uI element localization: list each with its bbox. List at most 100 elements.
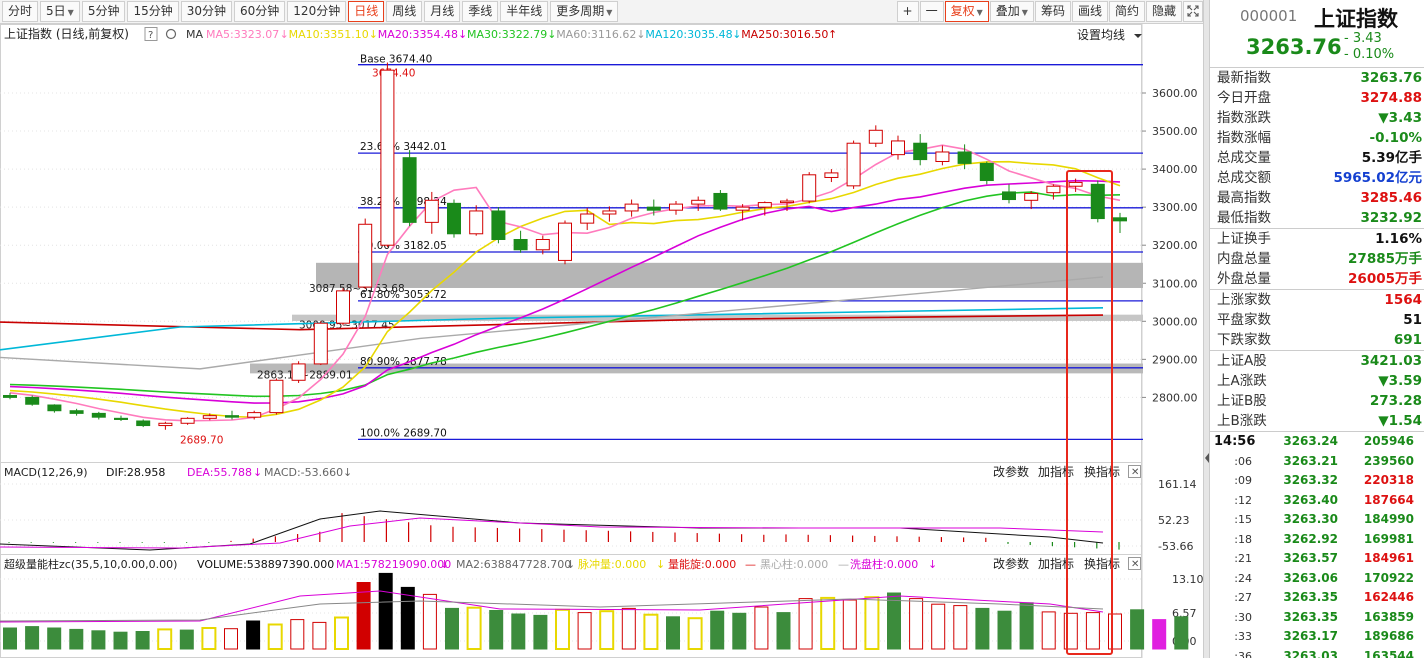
quote-label: 最高指数 bbox=[1217, 190, 1271, 206]
quote-value: -0.10% bbox=[1369, 130, 1422, 146]
main-legend: 上证指数 (日线,前复权)? MA MA5:3323.07 ↓ MA10:3351.10… bbox=[4, 26, 1142, 42]
candle-up bbox=[269, 379, 284, 414]
volume-bar bbox=[953, 605, 968, 650]
volume-bar bbox=[864, 596, 880, 651]
candle-up bbox=[780, 200, 794, 204]
macd-param-button[interactable]: 加指标 bbox=[1038, 464, 1074, 479]
simple-button[interactable]: 简约 bbox=[1108, 1, 1145, 22]
ma-arrow-icon: ↓ bbox=[547, 28, 556, 41]
quote-section: 上证A股 3421.03 上A涨跌 ▼3.59 上证B股 273.28 上B涨跌 ▼1.54 bbox=[1210, 351, 1424, 432]
tick-time: :15 bbox=[1234, 513, 1252, 526]
overlay-button[interactable]: 叠加 ▼ bbox=[989, 1, 1034, 22]
ma-value-0: MA5:3323.07 bbox=[206, 28, 279, 41]
period-tab-monthly[interactable]: 月线 bbox=[424, 1, 461, 22]
period-tab-15min[interactable]: 15分钟 bbox=[127, 1, 179, 22]
candle-up bbox=[669, 203, 683, 211]
period-tab-5day[interactable]: 5日 ▼ bbox=[40, 1, 80, 22]
tick-volume: 169981 bbox=[1363, 531, 1414, 546]
quote-value: 27885万手 bbox=[1348, 251, 1422, 267]
quote-label: 总成交量 bbox=[1217, 150, 1271, 166]
draw-button[interactable]: 画线 bbox=[1071, 1, 1108, 22]
quote-section: 上涨家数 1564 平盘家数 51 下跌家数 691 bbox=[1210, 290, 1424, 351]
candle-down bbox=[91, 412, 106, 418]
quote-label: 最低指数 bbox=[1217, 210, 1271, 226]
vol-spin: 量能旋:0.000 bbox=[668, 557, 736, 571]
macd-y-label: 52.23 bbox=[1158, 514, 1190, 527]
candle-down bbox=[402, 157, 417, 223]
expand-icon[interactable] bbox=[1183, 1, 1203, 22]
close-icon[interactable] bbox=[1128, 465, 1141, 478]
quote-label: 上涨家数 bbox=[1217, 292, 1271, 308]
tick-volume: 220318 bbox=[1363, 473, 1414, 487]
period-tab-120min[interactable]: 120分钟 bbox=[287, 1, 347, 22]
candle-up bbox=[891, 140, 905, 156]
candle-up bbox=[846, 142, 861, 187]
collapse-arrow-icon[interactable] bbox=[1205, 453, 1209, 463]
adjust-button[interactable]: 复权 ▼ bbox=[944, 1, 989, 22]
vol-wash: 洗盘柱:0.000 bbox=[850, 557, 918, 571]
close-icon[interactable] bbox=[1128, 557, 1141, 570]
vol-arrow-icon: ↓ bbox=[440, 558, 449, 571]
ma-arrow-icon: ↓ bbox=[732, 28, 741, 41]
volume-bar bbox=[754, 606, 769, 650]
macd-param-button[interactable]: 改参数 bbox=[993, 464, 1029, 479]
candle-up bbox=[158, 422, 173, 427]
vol-param-button[interactable]: 加指标 bbox=[1038, 556, 1074, 571]
ma-settings-button[interactable]: 设置均线 bbox=[1077, 28, 1125, 42]
vol-param-button[interactable]: 换指标 bbox=[1084, 556, 1120, 571]
tick-price: 3263.24 bbox=[1283, 434, 1338, 448]
chips-button[interactable]: 筹码 bbox=[1034, 1, 1071, 22]
gear-icon bbox=[165, 28, 177, 40]
quote-section: 最新指数 3263.76 今日开盘 3274.88 指数涨跌 ▼3.43 指数涨幅 -0.10… bbox=[1210, 68, 1424, 229]
quote-value: 5.39亿手 bbox=[1361, 150, 1422, 166]
volume-bar bbox=[422, 593, 437, 650]
kline-chart[interactable]: 上证指数 (日线,前复权)? MA MA5:3323.07 ↓ MA10:3351.10… bbox=[0, 24, 1203, 658]
ma-value-1: MA10:3351.10 bbox=[289, 28, 369, 41]
macd-param-button[interactable]: 换指标 bbox=[1084, 464, 1120, 479]
volume-bar bbox=[1108, 613, 1122, 650]
zoom-out-button[interactable]: 一 bbox=[919, 1, 944, 22]
volume-bar bbox=[732, 612, 747, 650]
tick-price: 3263.40 bbox=[1283, 492, 1338, 507]
vol-dash-icon: — bbox=[745, 558, 756, 571]
zoom-in-button[interactable]: + bbox=[896, 1, 919, 22]
period-tab-30min[interactable]: 30分钟 bbox=[180, 1, 233, 22]
quote-row: 上证B股 273.28 bbox=[1210, 391, 1424, 411]
period-tab-intraday[interactable]: 分时 bbox=[2, 1, 39, 22]
hide-button[interactable]: 隐藏 bbox=[1145, 1, 1182, 22]
volume-bar bbox=[445, 607, 459, 650]
period-tab-weekly[interactable]: 周线 bbox=[386, 1, 423, 22]
vol-arrow-icon: ↓ bbox=[928, 558, 937, 571]
period-tab-quarterly[interactable]: 季线 bbox=[462, 1, 499, 22]
ma-arrow-icon: ↓ bbox=[458, 28, 467, 41]
volume-bar bbox=[820, 596, 836, 651]
candle-down bbox=[491, 210, 506, 240]
tick-price: 3263.35 bbox=[1283, 609, 1338, 624]
ma-value-3: MA30:3322.79 bbox=[467, 28, 547, 41]
quote-value: ▼3.59 bbox=[1378, 373, 1422, 389]
quote-row: 最低指数 3232.92 bbox=[1210, 208, 1424, 228]
panel-divider[interactable] bbox=[1203, 0, 1210, 658]
period-tab-60min[interactable]: 60分钟 bbox=[234, 1, 286, 22]
tick-time: :12 bbox=[1234, 493, 1252, 507]
period-tab-more[interactable]: 更多周期 ▼ bbox=[550, 1, 619, 22]
ma-arrow-icon: ↓ bbox=[636, 28, 645, 41]
tick-volume: 162446 bbox=[1363, 590, 1414, 604]
candle-down bbox=[136, 420, 151, 427]
candle-up bbox=[1024, 192, 1039, 201]
quote-value: 273.28 bbox=[1369, 393, 1422, 409]
candle-down bbox=[913, 142, 928, 161]
period-tab-daily[interactable]: 日线 bbox=[348, 1, 385, 22]
volume-bar bbox=[135, 631, 150, 650]
tick-list[interactable]: 14:56 3263.24 205946:06 3263.21 239560:09 326… bbox=[1210, 432, 1424, 658]
period-tab-halfyear[interactable]: 半年线 bbox=[500, 1, 549, 22]
quote-row: 指数涨跌 ▼3.43 bbox=[1210, 108, 1424, 128]
quote-label: 总成交额 bbox=[1217, 170, 1271, 186]
tick-time: :36 bbox=[1234, 649, 1252, 658]
quote-label: 最新指数 bbox=[1217, 70, 1271, 86]
volume-bar bbox=[1152, 619, 1167, 650]
period-tab-5min[interactable]: 5分钟 bbox=[81, 1, 126, 22]
vol-param-button[interactable]: 改参数 bbox=[993, 556, 1029, 571]
quote-label: 内盘总量 bbox=[1217, 251, 1271, 267]
volume-bar bbox=[511, 613, 526, 650]
